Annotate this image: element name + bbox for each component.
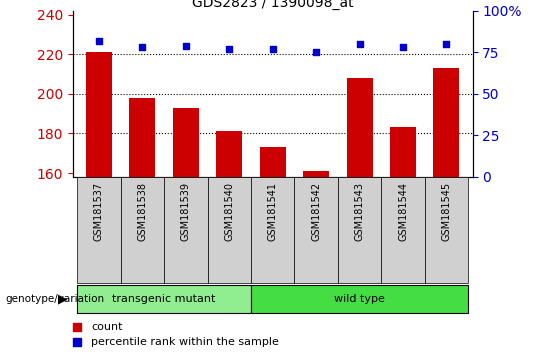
Point: [268, 46, 277, 52]
Bar: [216, 131, 242, 177]
Bar: [425, 177, 468, 283]
Bar: [86, 52, 112, 177]
Point: [442, 41, 451, 47]
Point: [138, 44, 147, 50]
Text: GSM181542: GSM181542: [311, 182, 321, 241]
Point: [312, 49, 320, 55]
Text: GSM181537: GSM181537: [94, 182, 104, 241]
Bar: [207, 177, 251, 283]
Point: [181, 43, 190, 48]
Point: [355, 41, 364, 47]
Bar: [164, 177, 207, 283]
Text: percentile rank within the sample: percentile rank within the sample: [91, 337, 279, 348]
Bar: [338, 177, 381, 283]
Bar: [381, 177, 425, 283]
Bar: [77, 285, 251, 314]
Bar: [173, 108, 199, 177]
Text: GSM181544: GSM181544: [398, 182, 408, 241]
Point: [94, 38, 103, 44]
Bar: [130, 98, 156, 177]
Title: GDS2823 / 1390098_at: GDS2823 / 1390098_at: [192, 0, 354, 10]
Bar: [251, 285, 468, 314]
Text: GSM181541: GSM181541: [268, 182, 278, 241]
Bar: [251, 177, 294, 283]
Bar: [347, 78, 373, 177]
Bar: [390, 127, 416, 177]
Point: [225, 46, 234, 52]
Bar: [303, 171, 329, 177]
Bar: [434, 68, 460, 177]
Text: GSM181543: GSM181543: [355, 182, 365, 241]
Text: count: count: [91, 321, 123, 332]
Point: [399, 44, 407, 50]
Text: ▶: ▶: [58, 293, 68, 306]
Point: [305, 259, 313, 265]
Text: transgenic mutant: transgenic mutant: [112, 294, 216, 304]
Text: GSM181545: GSM181545: [441, 182, 451, 241]
Text: GSM181538: GSM181538: [137, 182, 147, 241]
Text: genotype/variation: genotype/variation: [5, 294, 105, 304]
Text: GSM181540: GSM181540: [224, 182, 234, 241]
Point: [305, 114, 313, 120]
Bar: [120, 177, 164, 283]
Text: wild type: wild type: [334, 294, 385, 304]
Bar: [77, 177, 120, 283]
Bar: [294, 177, 338, 283]
Bar: [260, 147, 286, 177]
Text: GSM181539: GSM181539: [181, 182, 191, 241]
